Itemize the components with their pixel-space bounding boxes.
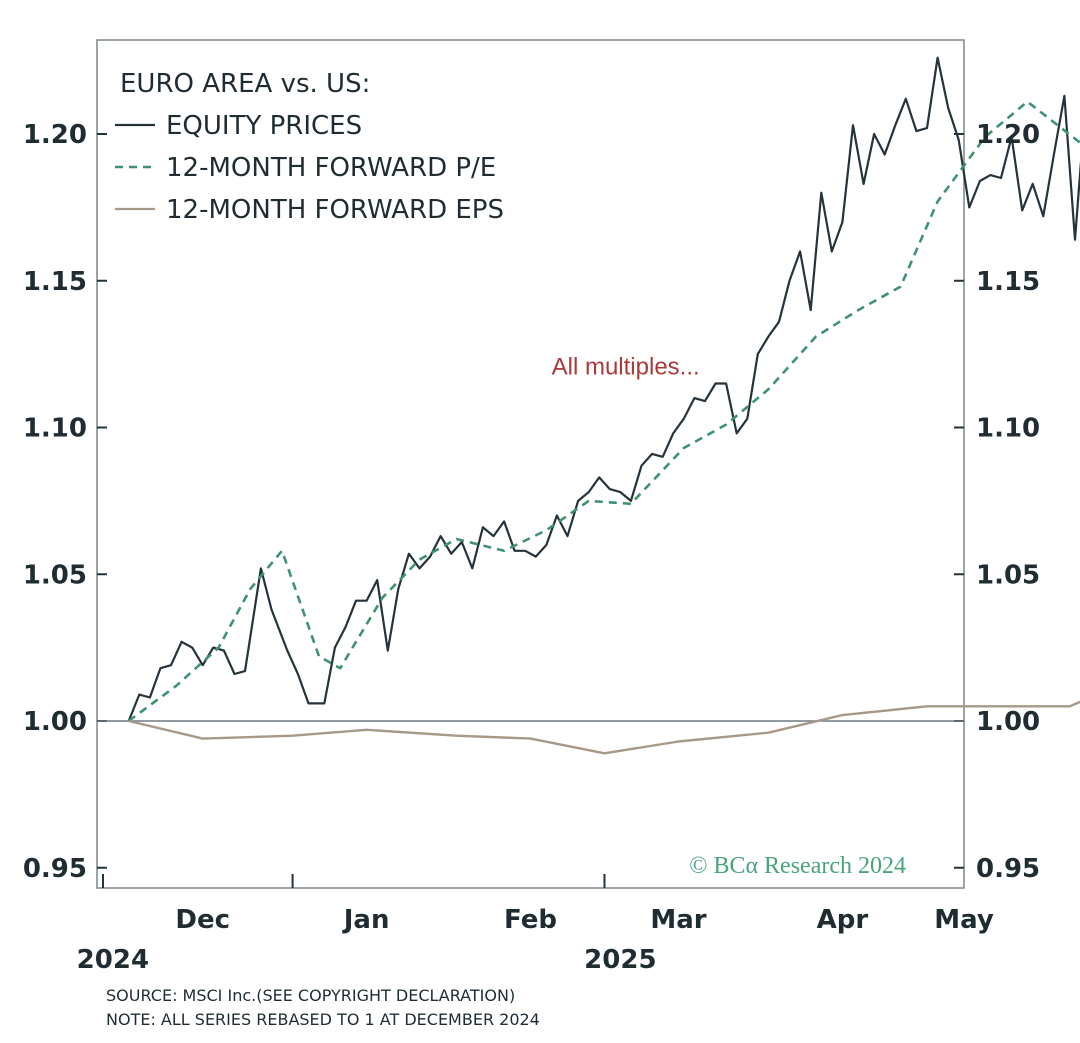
month-label: May: [934, 905, 994, 935]
month-label: Feb: [504, 905, 557, 935]
month-label: Jan: [342, 905, 390, 935]
month-label: Apr: [817, 905, 869, 935]
chart-labels: 0.95 0.95 1.00 1.00 1.05 1.05 1.10 1.10 1.15 1.15…: [23, 120, 1040, 975]
y-tick-label-right: 1.05: [976, 560, 1040, 590]
y-tick-label-right: 1.10: [976, 414, 1040, 444]
y-tick-label-right: 1.00: [976, 707, 1040, 737]
series-line-12-month-forward-p-e: [127, 100, 1080, 723]
month-label: Dec: [175, 905, 230, 935]
note-footnote: NOTE: ALL SERIES REBASED TO 1 AT DECEMBE…: [106, 1010, 540, 1029]
line-chart: 0.95 0.95 1.00 1.00 1.05 1.05 1.10 1.10 1.15 1.15…: [23, 39, 1080, 975]
y-tick-label-right: 1.15: [976, 267, 1040, 297]
legend-label: 12-MONTH FORWARD P/E: [166, 153, 496, 183]
annotation: All multiples...: [552, 354, 700, 381]
month-label: Mar: [650, 905, 706, 935]
watermark: © BCα Research 2024: [689, 853, 906, 879]
year-label: 2024: [77, 945, 149, 975]
y-tick-label-right: 1.20: [976, 120, 1040, 150]
plot-frame: [96, 39, 965, 889]
y-tick-label-left: 1.10: [23, 414, 87, 444]
chart-series: [127, 56, 1080, 755]
y-tick-label-left: 1.05: [23, 560, 87, 590]
legend-title: EURO AREA vs. US:: [120, 69, 370, 99]
source-footnote: SOURCE: MSCI Inc.(SEE COPYRIGHT DECLARAT…: [106, 986, 516, 1005]
series-line-12-month-forward-eps: [128, 700, 1080, 755]
legend-label: 12-MONTH FORWARD EPS: [166, 195, 504, 225]
y-tick-label-left: 0.95: [23, 854, 87, 884]
legend-label: EQUITY PRICES: [166, 111, 362, 141]
year-label: 2025: [584, 945, 656, 975]
y-tick-label-right: 0.95: [976, 854, 1040, 884]
y-tick-label-left: 1.00: [23, 707, 87, 737]
y-tick-label-left: 1.15: [23, 267, 87, 297]
series-line-equity-prices: [127, 56, 1080, 722]
chart-legend: EURO AREA vs. US: EQUITY PRICES 12-MONTH F…: [115, 69, 504, 225]
y-tick-label-left: 1.20: [23, 120, 87, 150]
